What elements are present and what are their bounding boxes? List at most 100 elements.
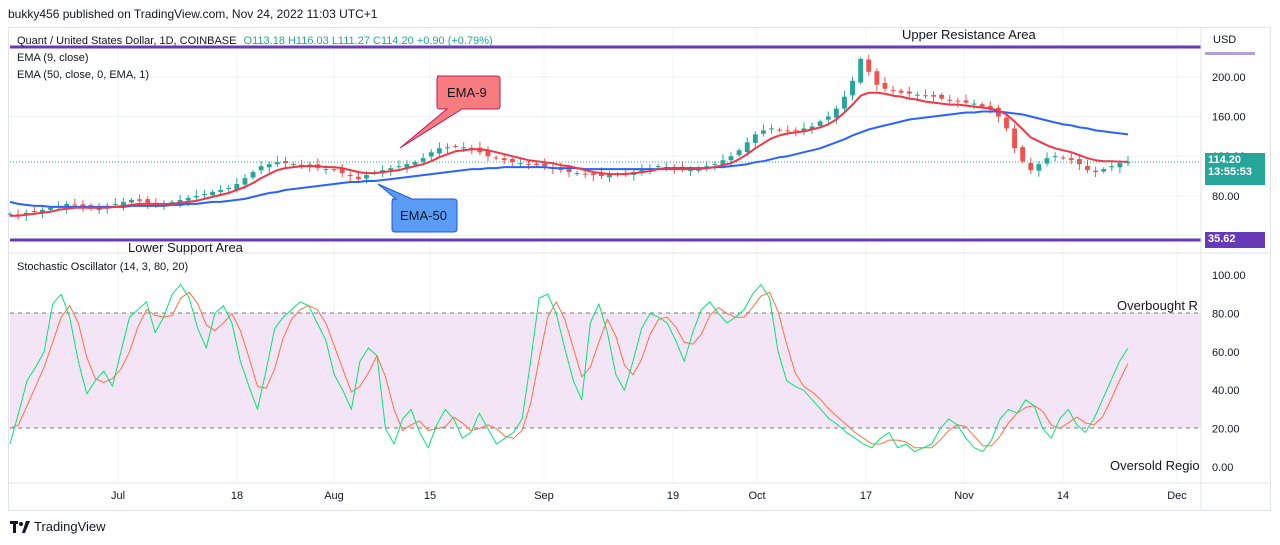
candle (736, 148, 742, 158)
time-tick-label: Sep (534, 490, 554, 502)
lower-support-label: Lower Support Area (128, 240, 244, 255)
candle-body (939, 94, 945, 99)
stoch-tick-label: 0.00 (1212, 462, 1233, 474)
candle-body (947, 99, 953, 101)
candle (542, 158, 548, 171)
candle (712, 161, 718, 171)
candle-body (509, 158, 515, 163)
stoch-tick-label: 100.00 (1212, 270, 1246, 282)
candle-body (1068, 158, 1074, 161)
stoch-legend[interactable]: Stochastic Oscillator (14, 3, 80, 20) (17, 261, 189, 273)
candle-body (558, 168, 564, 171)
candle-body (1044, 158, 1050, 164)
ema9-callout[interactable]: EMA-9 (399, 75, 501, 149)
candle-body (1020, 147, 1026, 162)
candle (995, 104, 1001, 123)
candle (129, 197, 134, 205)
tradingview-logo-icon (10, 520, 30, 533)
candle (801, 122, 807, 136)
candle (258, 161, 264, 175)
candle-body (866, 59, 872, 72)
candle-body (64, 203, 70, 208)
candle-body (858, 58, 864, 83)
candle (898, 88, 904, 95)
candle-body (331, 169, 337, 171)
candle (809, 122, 815, 134)
candle-body (355, 176, 361, 180)
candle-body (574, 173, 580, 175)
candle-body (120, 201, 126, 206)
stoch-d-line[interactable] (9, 291, 1129, 449)
oversold-label: Oversold Regio (1110, 458, 1200, 473)
candle-body (850, 80, 855, 96)
candle-body (242, 178, 248, 185)
symbol-legend[interactable]: Quant / United States Dollar, 1D, COINBA… (17, 35, 493, 47)
candle (1044, 152, 1050, 167)
candle-body (906, 91, 912, 94)
candle-body (688, 170, 693, 172)
candle-body (145, 199, 151, 203)
candle (850, 76, 855, 101)
candle-body (1036, 164, 1042, 171)
candle-body (590, 173, 596, 176)
candle-body (485, 150, 491, 157)
ema9-legend[interactable]: EMA (9, close) (17, 52, 89, 64)
candle (939, 92, 945, 101)
footer-brand-text: TradingView (34, 519, 106, 534)
ema9-callout-label: EMA-9 (447, 85, 487, 100)
candle-body (347, 174, 353, 177)
candle (858, 56, 864, 85)
candle-body (1085, 165, 1090, 171)
candle-body (193, 195, 199, 198)
published-by-text: bukky456 published on TradingView.com, N… (8, 7, 378, 21)
candle-body (177, 199, 183, 204)
candle (396, 160, 402, 170)
time-tick-label: Nov (954, 490, 974, 502)
candle (1012, 124, 1018, 154)
stoch-k-line[interactable] (9, 284, 1129, 453)
candle (339, 163, 345, 178)
candle-body (566, 168, 572, 173)
footer-brand[interactable]: TradingView (10, 519, 106, 534)
ema9-line[interactable] (10, 91, 1128, 217)
last-price-value: 114.20 (1208, 154, 1242, 166)
candle-body (963, 100, 969, 103)
chart-frame (8, 27, 1271, 511)
candle-body (1060, 157, 1066, 159)
candle-body (396, 166, 402, 168)
candle (963, 94, 969, 106)
ohlc-values: O113.18 H116.03 L111.27 C114.20 +0.90 (+… (243, 35, 493, 47)
candle-body (226, 187, 232, 189)
candle-body (169, 201, 175, 203)
candle (825, 111, 831, 124)
ema50-callout[interactable]: EMA-50 (377, 183, 458, 233)
ema50-line[interactable] (9, 110, 1129, 208)
time-tick-label: 17 (860, 490, 872, 502)
candle-body (274, 162, 280, 165)
candle-body (461, 147, 467, 149)
candle (250, 170, 256, 180)
candle-body (1052, 156, 1058, 158)
candle-body (736, 150, 742, 156)
candle-body (728, 156, 734, 161)
candle (493, 155, 499, 161)
candle-body (769, 128, 774, 130)
candle (769, 124, 774, 134)
candle-body (412, 162, 418, 165)
candle-body (453, 146, 459, 148)
candle-body (420, 158, 426, 162)
currency-label-box[interactable]: USD (1205, 30, 1255, 55)
candle (574, 171, 580, 176)
candle-body (517, 163, 523, 165)
candle (631, 169, 637, 181)
candle-body (48, 207, 53, 210)
candle-body (971, 103, 977, 105)
candle-body (526, 163, 531, 165)
candle-body (1012, 128, 1018, 149)
candle (752, 131, 758, 149)
time-tick-label: Oct (748, 490, 765, 502)
candle (1036, 161, 1042, 177)
ema50-legend[interactable]: EMA (50, close, 0, EMA, 1) (17, 69, 150, 81)
candle (266, 161, 272, 174)
